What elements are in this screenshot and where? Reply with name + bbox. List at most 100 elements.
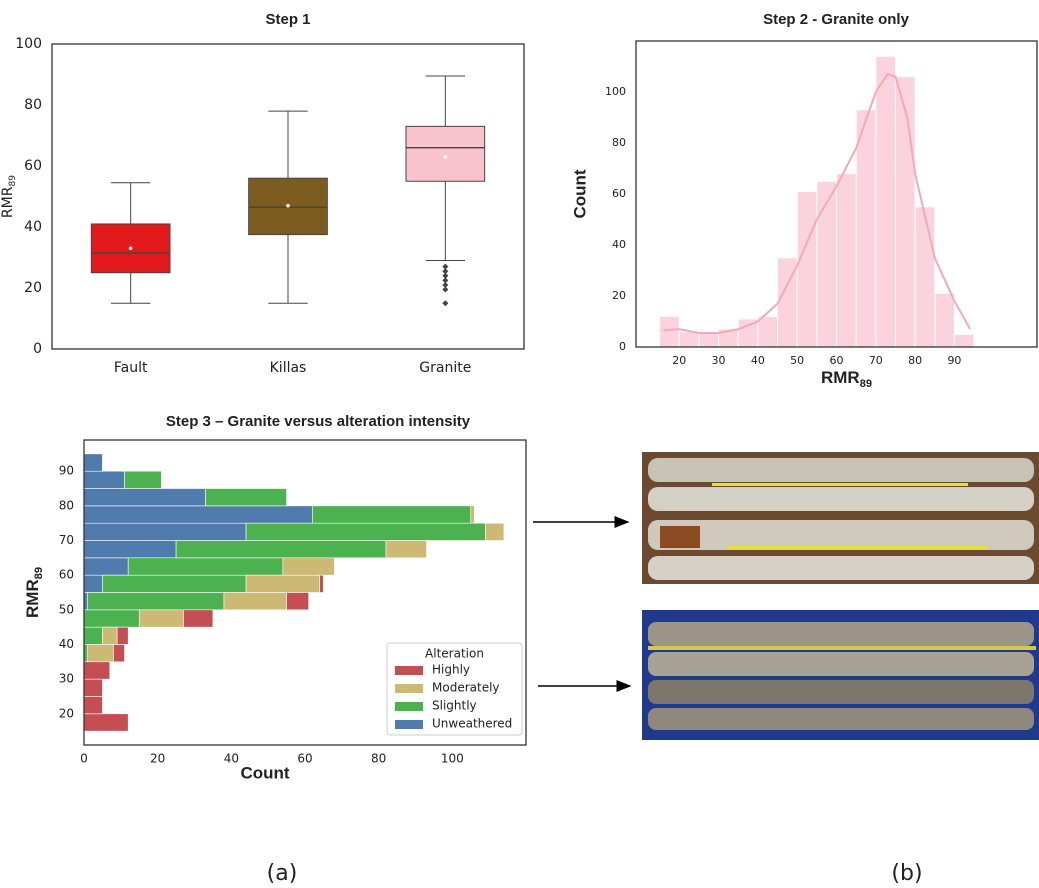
- legend-swatch: [395, 684, 423, 693]
- x-tick-label: 40: [224, 752, 239, 766]
- legend-swatch: [395, 666, 423, 675]
- x-tick-label: 30: [712, 354, 726, 367]
- y-axis-label: RMR89: [23, 567, 45, 618]
- bar-segment: [83, 661, 111, 680]
- core-photo-bottom: [642, 610, 1039, 740]
- outlier: [442, 300, 449, 307]
- bar-segment: [175, 540, 387, 559]
- mean: [286, 203, 290, 208]
- bar-segment: [83, 453, 103, 472]
- bar-segment: [245, 522, 486, 541]
- x-tick-label: 20: [150, 752, 165, 766]
- bar: [953, 333, 975, 348]
- bar-segment: [83, 609, 140, 628]
- y-tick-label: 20: [24, 280, 42, 296]
- outlier: [442, 277, 449, 284]
- bar-segment: [282, 557, 335, 576]
- bar: [894, 76, 916, 348]
- bar: [855, 109, 877, 348]
- panel-label: (b): [891, 861, 922, 886]
- legend-label: Unweathered: [432, 717, 512, 731]
- x-tick-label: 20: [672, 354, 686, 367]
- y-axis-label-main: RMR: [0, 186, 16, 218]
- x-tick-label: 70: [869, 354, 883, 367]
- bar: [914, 206, 936, 348]
- bar-segment: [223, 592, 287, 611]
- x-tick-label: 0: [80, 752, 88, 766]
- bar: [698, 331, 720, 348]
- bar-segment: [205, 488, 287, 507]
- legend-title: Alteration: [425, 647, 484, 661]
- legend-label: Highly: [432, 663, 470, 677]
- x-tick-label: 80: [371, 752, 386, 766]
- bar-segment: [83, 488, 206, 507]
- outlier: [442, 263, 449, 270]
- box: [405, 125, 486, 182]
- bar-segment: [138, 609, 184, 628]
- outlier: [442, 268, 449, 275]
- bar-segment: [470, 505, 475, 524]
- bar-segment: [116, 626, 129, 645]
- bar-segment: [127, 557, 284, 576]
- bar-segment: [102, 574, 247, 593]
- y-tick-label: 40: [59, 637, 74, 651]
- bar: [836, 173, 857, 348]
- panel-label: (a): [267, 861, 298, 886]
- legend-swatch: [395, 720, 423, 729]
- bar-segment: [83, 626, 103, 645]
- y-tick-label: 100: [605, 85, 626, 98]
- legend-label: Moderately: [432, 681, 500, 695]
- bar: [757, 315, 779, 348]
- y-tick-label: 40: [24, 219, 42, 235]
- plot-frame: [51, 43, 525, 350]
- bar-segment: [312, 505, 472, 524]
- y-tick-label: 60: [612, 187, 626, 200]
- y-tick-label: 80: [24, 97, 42, 113]
- bar-segment: [83, 522, 247, 541]
- outlier: [442, 286, 449, 293]
- y-tick-label: 80: [59, 498, 74, 512]
- y-tick-label: 60: [59, 568, 74, 582]
- y-axis-label-sub: 89: [33, 567, 45, 579]
- bar: [934, 292, 955, 348]
- x-axis-label: Count: [240, 763, 289, 782]
- x-tick-label: 60: [830, 354, 844, 367]
- y-tick-label: 50: [59, 602, 74, 616]
- plot-frame: [83, 439, 527, 746]
- y-tick-label: 80: [612, 136, 626, 149]
- bar-segment: [83, 557, 129, 576]
- x-axis-label: RMR89: [821, 368, 872, 390]
- x-tick-label: 100: [441, 752, 464, 766]
- x-tick-label: 40: [751, 354, 765, 367]
- bar: [816, 180, 838, 348]
- mean: [443, 155, 448, 159]
- y-tick-label: 0: [33, 341, 42, 357]
- bar-segment: [286, 592, 309, 611]
- y-axis-label-main: RMR: [23, 579, 42, 618]
- bar: [875, 55, 896, 348]
- bar-segment: [87, 644, 114, 663]
- x-tick-label: Killas: [270, 360, 307, 376]
- legend-swatch: [395, 702, 423, 711]
- y-tick-label: 30: [59, 672, 74, 686]
- bar-segment: [83, 505, 313, 524]
- chart-title: Step 2 - Granite only: [763, 11, 910, 28]
- bar-segment: [83, 470, 125, 489]
- chart-title: Step 1: [265, 11, 310, 28]
- x-tick-label: 60: [297, 752, 312, 766]
- bar-segment: [124, 470, 162, 489]
- plot-frame: [635, 40, 1038, 348]
- bar-segment: [245, 574, 321, 593]
- bar-segment: [83, 696, 103, 715]
- bar-segment: [83, 574, 103, 593]
- mean: [128, 246, 133, 251]
- y-tick-label: 100: [15, 36, 42, 52]
- x-tick-label: Fault: [114, 360, 148, 376]
- bar: [796, 190, 818, 348]
- bar: [678, 331, 700, 348]
- bar: [659, 315, 680, 348]
- bar-segment: [113, 644, 125, 663]
- bar-segment: [183, 609, 214, 628]
- outlier: [442, 281, 449, 288]
